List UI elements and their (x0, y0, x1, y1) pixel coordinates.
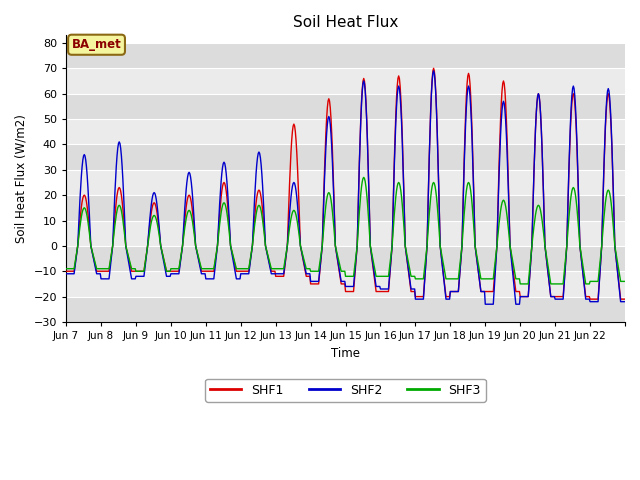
SHF1 (230, 259, 238, 264)
Bar (66, 68, 625, 94)
Bar (66, 144, 625, 170)
Title: Soil Heat Flux: Soil Heat Flux (293, 15, 398, 30)
SHF1 (586, 296, 594, 302)
Bar (66, 43, 625, 68)
SHF3 (279, 266, 287, 272)
SHF2 (435, 183, 442, 189)
SHF2 (230, 264, 238, 269)
Y-axis label: Soil Heat Flux (W/m2): Soil Heat Flux (W/m2) (15, 114, 28, 243)
Bar (66, 94, 625, 119)
SHF3 (128, 266, 136, 272)
Line: SHF2: SHF2 (66, 71, 624, 304)
SHF1 (435, 182, 442, 188)
SHF3 (62, 266, 70, 272)
SHF1 (430, 65, 438, 71)
SHF1 (128, 268, 136, 274)
SHF3 (620, 278, 628, 284)
Bar (66, 246, 625, 271)
Line: SHF1: SHF1 (66, 68, 624, 299)
Bar (66, 170, 625, 195)
SHF1 (62, 268, 70, 274)
SHF2 (279, 271, 287, 276)
Line: SHF3: SHF3 (66, 178, 624, 284)
SHF2 (481, 301, 489, 307)
SHF3 (360, 175, 367, 180)
Bar (66, 195, 625, 220)
SHF2 (128, 276, 136, 282)
SHF1 (620, 296, 628, 302)
SHF2 (430, 68, 438, 74)
SHF2 (258, 171, 266, 177)
SHF2 (620, 299, 628, 304)
SHF1 (403, 254, 410, 260)
SHF2 (62, 271, 70, 276)
SHF1 (279, 274, 287, 279)
X-axis label: Time: Time (331, 347, 360, 360)
SHF3 (435, 221, 442, 227)
Legend: SHF1, SHF2, SHF3: SHF1, SHF2, SHF3 (205, 379, 486, 402)
Bar (66, 271, 625, 297)
SHF3 (230, 257, 238, 263)
SHF3 (516, 281, 524, 287)
Bar (66, 220, 625, 246)
SHF3 (404, 254, 412, 260)
SHF3 (258, 212, 266, 217)
Text: BA_met: BA_met (72, 38, 122, 51)
SHF1 (258, 200, 266, 206)
Bar (66, 297, 625, 322)
SHF2 (403, 254, 410, 260)
Bar (66, 119, 625, 144)
